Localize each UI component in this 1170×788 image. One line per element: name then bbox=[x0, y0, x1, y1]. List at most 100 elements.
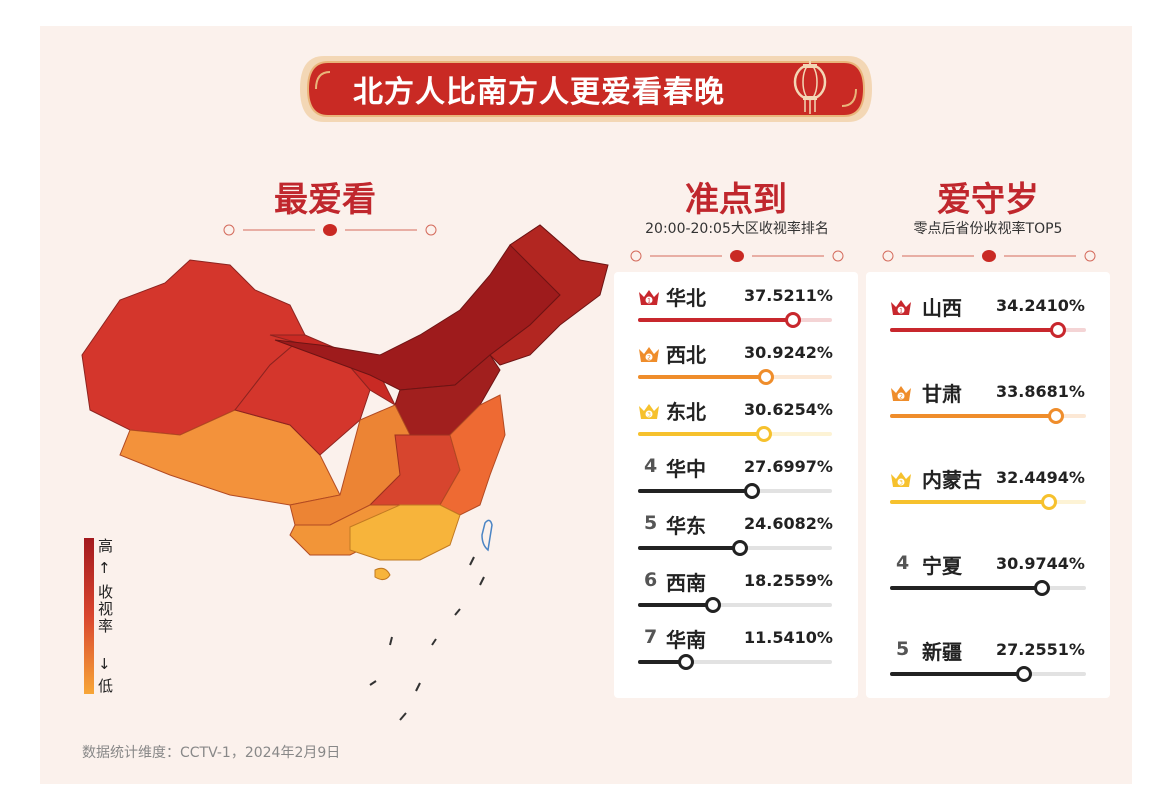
bar-track bbox=[638, 483, 832, 499]
chart1-subtitle: 20:00-20:05大区收视率排名 bbox=[645, 221, 829, 237]
arrow-up-icon: ↑ bbox=[98, 559, 111, 577]
ranking-row: 1 山西 34.2410% bbox=[866, 294, 1110, 350]
category-label: 宁夏 bbox=[922, 554, 962, 578]
crown-rank-number: 1 bbox=[647, 297, 651, 304]
value-label: 30.6254% bbox=[744, 400, 833, 419]
bar-fill bbox=[890, 586, 1042, 590]
bar-track bbox=[890, 408, 1086, 424]
bar-track bbox=[638, 540, 832, 556]
ornament-divider bbox=[630, 250, 844, 262]
value-label: 32.4494% bbox=[996, 468, 1085, 487]
value-label: 11.5410% bbox=[744, 628, 833, 647]
category-label: 华北 bbox=[666, 286, 706, 310]
ranking-row: 2 西北 30.9242% bbox=[614, 341, 858, 397]
bar-track bbox=[890, 666, 1086, 682]
bar-track bbox=[638, 369, 832, 385]
bar-marker bbox=[731, 540, 748, 556]
value-label: 24.6082% bbox=[744, 514, 833, 533]
bar-fill bbox=[638, 432, 765, 436]
legend-color-scale bbox=[84, 538, 94, 694]
chart2-subtitle: 零点后省份收视率TOP5 bbox=[913, 221, 1063, 237]
crown-icon: 2 bbox=[890, 384, 912, 406]
ranking-row: 5 新疆 27.2551% bbox=[866, 638, 1110, 694]
ranking-row: 7 华南 11.5410% bbox=[614, 626, 858, 682]
bar-track bbox=[638, 654, 832, 670]
crown-rank-number: 1 bbox=[899, 307, 903, 314]
bar-fill bbox=[890, 414, 1056, 418]
bar-fill bbox=[890, 328, 1058, 332]
bar-track bbox=[890, 580, 1086, 596]
category-label: 华中 bbox=[666, 457, 706, 481]
legend-high-label: 高 bbox=[98, 537, 114, 555]
crown-rank-number: 2 bbox=[899, 393, 903, 400]
bar-marker bbox=[1015, 666, 1032, 682]
ranking-row: 5 华东 24.6082% bbox=[614, 512, 858, 568]
bar-track bbox=[890, 322, 1086, 338]
category-label: 华南 bbox=[666, 628, 706, 652]
bar-fill bbox=[638, 489, 753, 493]
bar-marker bbox=[744, 483, 761, 499]
rank-number: 5 bbox=[896, 638, 910, 660]
value-label: 30.9242% bbox=[744, 343, 833, 362]
value-label: 34.2410% bbox=[996, 296, 1085, 315]
chart1-panel: 1 华北 37.5211% 2 西北 30.9242% 3 东北 30.6254% 4 华中 27.6… bbox=[614, 272, 858, 698]
crown-icon: 3 bbox=[890, 470, 912, 492]
crown-icon: 3 bbox=[638, 402, 660, 424]
chart1-title: 准点到 bbox=[685, 180, 787, 220]
category-label: 西南 bbox=[666, 571, 706, 595]
bar-fill bbox=[890, 672, 1024, 676]
bar-fill bbox=[638, 660, 686, 664]
bar-marker bbox=[705, 597, 722, 613]
rank-number: 6 bbox=[644, 569, 658, 591]
bar-fill bbox=[890, 500, 1049, 504]
bar-marker bbox=[757, 369, 774, 385]
category-label: 新疆 bbox=[922, 640, 962, 664]
bar-marker bbox=[677, 654, 694, 670]
value-label: 27.6997% bbox=[744, 457, 833, 476]
rank-number: 5 bbox=[644, 512, 658, 534]
bar-track bbox=[890, 494, 1086, 510]
ornament-divider bbox=[882, 250, 1096, 262]
ranking-row: 4 宁夏 30.9744% bbox=[866, 552, 1110, 608]
bar-marker bbox=[1049, 322, 1066, 338]
ornament-divider bbox=[223, 224, 437, 236]
bar-track bbox=[638, 426, 832, 442]
value-label: 27.2551% bbox=[996, 640, 1085, 659]
page-title: 北方人比南方人更爱看春晚 bbox=[353, 75, 725, 110]
ranking-row: 3 内蒙古 32.4494% bbox=[866, 466, 1110, 522]
ranking-row: 2 甘肃 33.8681% bbox=[866, 380, 1110, 436]
bar-marker bbox=[756, 426, 773, 442]
bar-marker bbox=[1033, 580, 1050, 596]
bar-marker bbox=[1041, 494, 1057, 510]
arrow-down-icon: ↓ bbox=[98, 655, 111, 673]
rank-number: 7 bbox=[644, 626, 658, 648]
crown-icon: 2 bbox=[638, 345, 660, 367]
category-label: 山西 bbox=[922, 296, 962, 320]
china-map bbox=[81, 224, 609, 721]
rank-number: 4 bbox=[896, 552, 910, 574]
bar-marker bbox=[784, 312, 801, 328]
ranking-row: 4 华中 27.6997% bbox=[614, 455, 858, 511]
category-label: 内蒙古 bbox=[922, 468, 982, 492]
crown-icon: 1 bbox=[638, 288, 660, 310]
title-banner bbox=[300, 56, 872, 122]
bar-fill bbox=[638, 603, 714, 607]
value-label: 30.9744% bbox=[996, 554, 1085, 573]
bar-fill bbox=[638, 375, 766, 379]
category-label: 西北 bbox=[666, 343, 706, 367]
lantern-icon bbox=[793, 56, 827, 114]
bar-track bbox=[638, 312, 832, 328]
bar-fill bbox=[638, 546, 740, 550]
legend-low-label: 低 bbox=[98, 677, 114, 695]
bar-fill bbox=[638, 318, 793, 322]
ranking-row: 6 西南 18.2559% bbox=[614, 569, 858, 625]
footnote: 数据统计维度：CCTV-1，2024年2月9日 bbox=[82, 745, 341, 761]
category-label: 东北 bbox=[666, 400, 706, 424]
ranking-row: 3 东北 30.6254% bbox=[614, 398, 858, 454]
value-label: 18.2559% bbox=[744, 571, 833, 590]
bar-track bbox=[638, 597, 832, 613]
category-label: 甘肃 bbox=[922, 382, 962, 406]
chart2-title: 爱守岁 bbox=[937, 180, 1039, 220]
crown-icon: 1 bbox=[890, 298, 912, 320]
rank-number: 4 bbox=[644, 455, 658, 477]
